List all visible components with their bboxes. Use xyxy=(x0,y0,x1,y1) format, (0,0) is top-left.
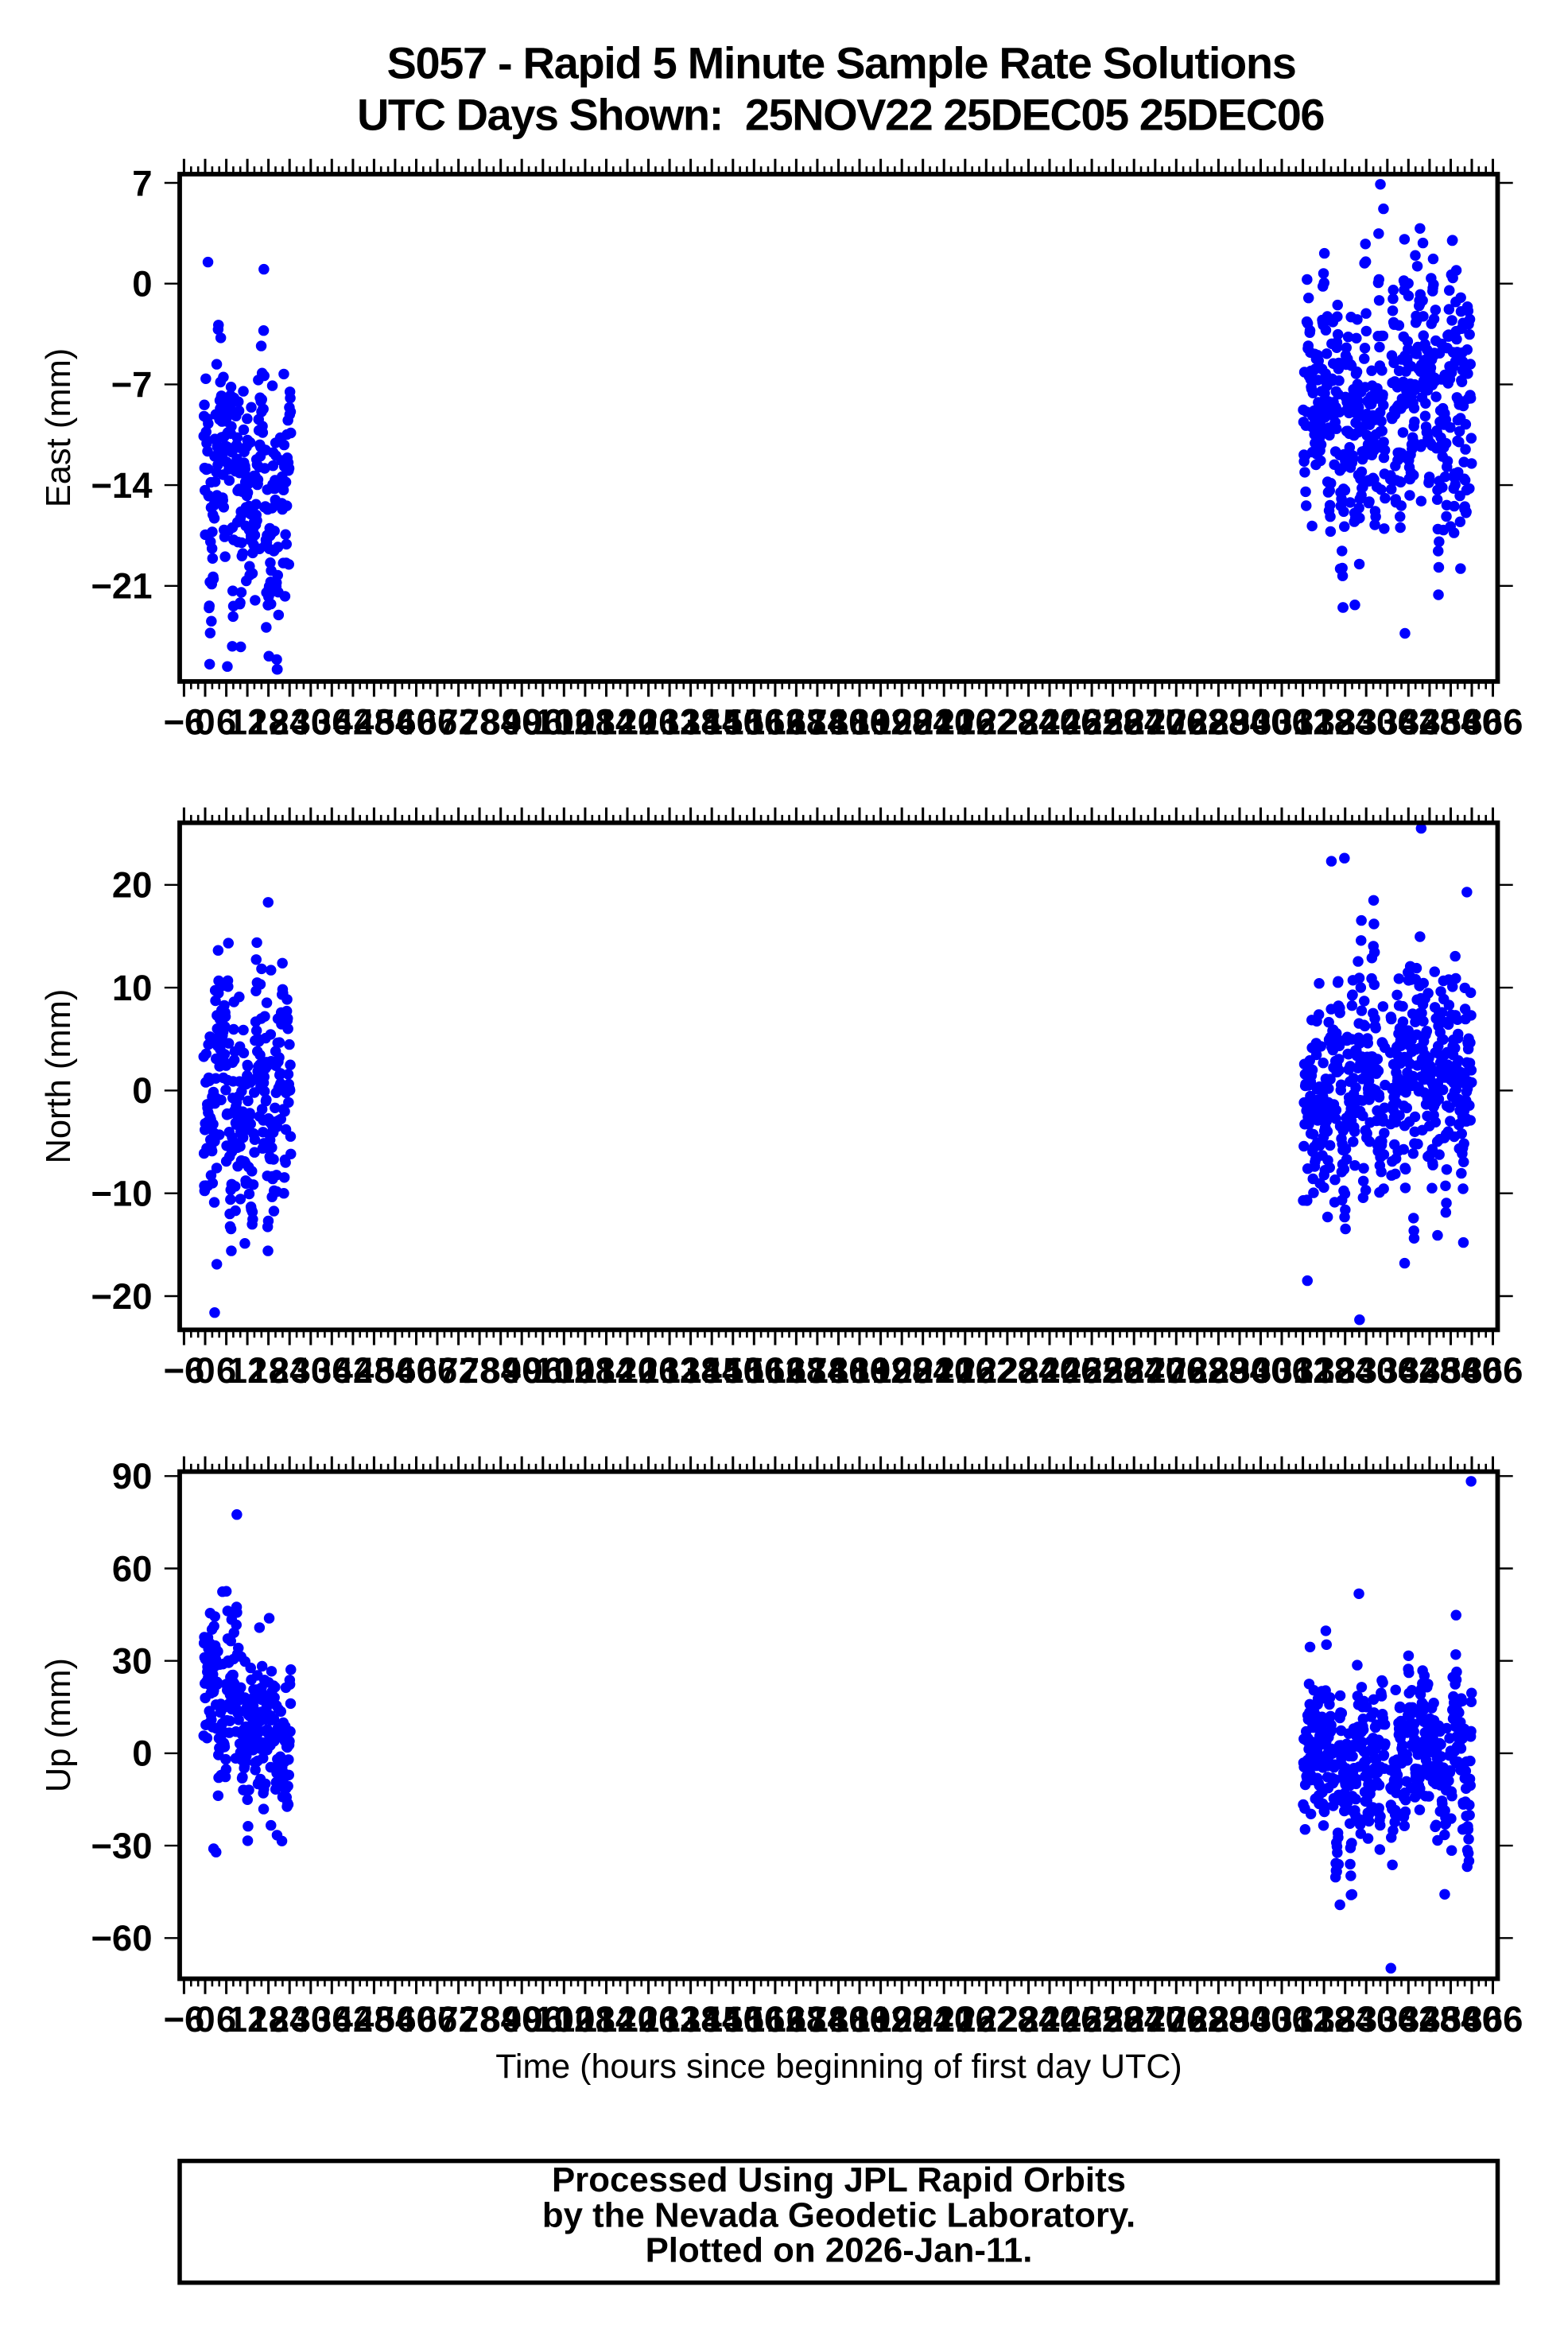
svg-text:7: 7 xyxy=(132,163,152,204)
svg-text:−7: −7 xyxy=(111,364,153,405)
svg-text:−60612182430364248546066727884: −606121824303642485460667278849096102108… xyxy=(163,1999,1523,2040)
svg-text:−21: −21 xyxy=(91,566,152,607)
svg-text:−10: −10 xyxy=(91,1174,152,1214)
svg-text:Plotted on 2026-Jan-11.: Plotted on 2026-Jan-11. xyxy=(646,2231,1033,2270)
svg-text:−20: −20 xyxy=(91,1276,152,1317)
svg-text:North (mm): North (mm) xyxy=(40,989,78,1164)
svg-text:0: 0 xyxy=(132,264,152,305)
svg-text:−60612182430364248546066727884: −606121824303642485460667278849096102108… xyxy=(163,1350,1523,1391)
svg-text:−60: −60 xyxy=(91,1918,152,1958)
svg-text:UTC Days Shown: 25NOV22 25DEC: UTC Days Shown: 25NOV22 25DEC05 25DEC06 xyxy=(357,90,1324,140)
svg-text:East (mm): East (mm) xyxy=(40,348,78,508)
svg-text:S057 - Rapid 5 Minute Sample R: S057 - Rapid 5 Minute Sample Rate Soluti… xyxy=(386,38,1295,88)
svg-text:30: 30 xyxy=(112,1641,153,1682)
svg-text:−14: −14 xyxy=(91,465,153,506)
svg-text:90: 90 xyxy=(112,1456,153,1496)
svg-text:−30: −30 xyxy=(91,1826,152,1866)
svg-text:60: 60 xyxy=(112,1548,153,1589)
svg-text:0: 0 xyxy=(132,1070,152,1111)
svg-text:0: 0 xyxy=(132,1733,152,1774)
svg-text:Processed Using JPL Rapid Orbi: Processed Using JPL Rapid Orbits xyxy=(552,2160,1126,2199)
svg-text:Time (hours since beginning of: Time (hours since beginning of first day… xyxy=(495,2048,1182,2086)
svg-text:10: 10 xyxy=(112,968,153,1008)
svg-text:−60612182430364248546066727884: −606121824303642485460667278849096102108… xyxy=(163,702,1523,743)
svg-text:Up (mm): Up (mm) xyxy=(40,1658,78,1792)
svg-text:20: 20 xyxy=(112,865,153,906)
svg-text:by the Nevada Geodetic Laborat: by the Nevada Geodetic Laboratory. xyxy=(542,2195,1135,2234)
